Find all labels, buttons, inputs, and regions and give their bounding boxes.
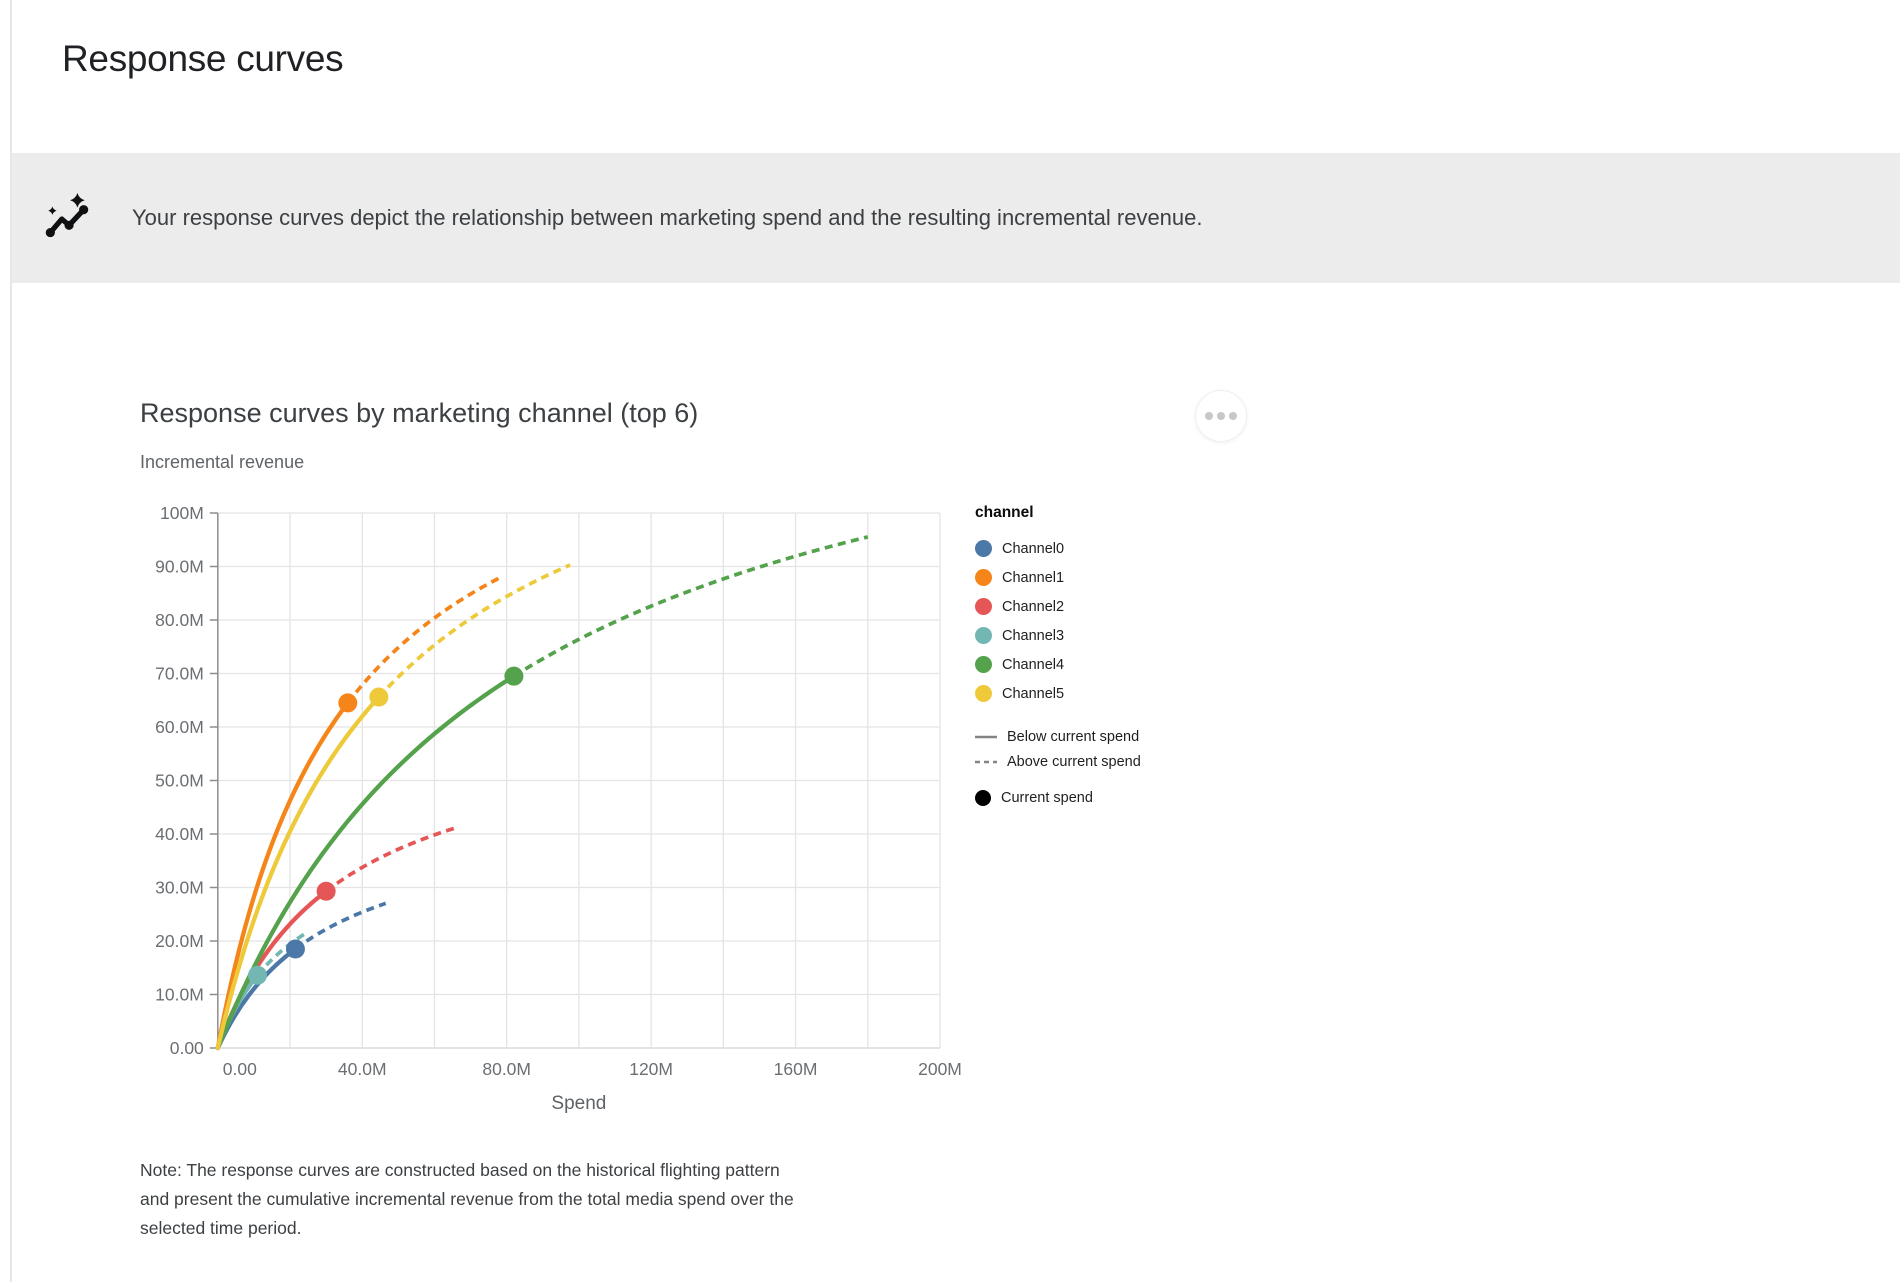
legend-item-label: Channel1 [1002,569,1065,586]
curve-above-channel5 [377,563,571,699]
current-spend-dot-channel0 [285,939,305,959]
legend-item-label: Channel0 [1002,540,1065,557]
curve-below-channel0 [215,946,298,1051]
legend-item-label: Channel3 [1002,627,1065,644]
more-options-icon [1205,412,1237,420]
solid-line-icon [975,735,997,738]
legend-style-item: Current spend [975,783,1141,812]
legend-channel-list: Channel0 Channel1 Channel2 Channel3 Channel4… [975,534,1141,708]
y-tick-label: 40.0M [155,824,204,844]
legend-swatch-icon [975,656,992,673]
y-tick-label: 50.0M [155,771,204,791]
legend-swatch-icon [975,627,992,644]
x-tick-label: 160M [774,1059,818,1079]
legend-item-channel2: Channel2 [975,592,1141,621]
dashed-line-icon [975,760,997,763]
y-tick-label: 30.0M [155,878,204,898]
y-tick-label: 100M [160,503,204,523]
legend-title: channel [975,504,1034,521]
legend-style-label: Current spend [1001,789,1093,806]
current-spend-dot-channel5 [369,687,389,707]
current-spend-dot-channel4 [504,666,524,686]
x-tick-label: 40.0M [338,1059,387,1079]
chart-legend: channel Channel0 Channel1 Channel2 Channel3… [975,504,1141,812]
trend-sparkle-icon [45,193,89,238]
legend-item-channel5: Channel5 [975,679,1141,708]
x-tick-label: 80.0M [482,1059,531,1079]
response-curves-chart: 0.00 10.0M 20.0M 30.0M 40.0M 50.0M 60.0M 70.0M 8… [155,503,962,1114]
y-tick-label: 0.00 [170,1038,204,1058]
current-spend-dot-channel3 [248,965,268,985]
info-banner: Your response curves depict the relation… [12,153,1900,283]
chart-note: Note: The response curves are constructe… [140,1156,794,1243]
legend-swatch-icon [975,569,992,586]
curve-below-channel4 [215,673,517,1051]
legend-style-label: Below current spend [1007,728,1140,745]
curve-above-channel1 [346,574,504,705]
chart-note-line: Note: The response curves are constructe… [140,1160,780,1180]
y-axis-title: Incremental revenue [140,452,305,472]
curve-above-channel4 [512,535,869,678]
x-tick-label: 200M [918,1059,962,1079]
legend-swatch-icon [975,540,992,557]
page-title: Response curves [62,38,344,79]
curve-above-channel3 [256,932,306,977]
legend-item-label: Channel4 [1002,656,1065,673]
legend-swatch-icon [975,685,992,702]
y-tick-label: 80.0M [155,610,204,630]
y-tick-label: 60.0M [155,717,204,737]
banner-text: Your response curves depict the relation… [132,205,1203,230]
current-spend-dot-icon [975,789,991,806]
current-spend-dot-channel1 [338,693,358,713]
page-left-border [10,0,12,1282]
chart-title: Response curves by marketing channel (to… [140,398,699,428]
current-spend-dot-channel2 [316,881,336,901]
legend-item-channel4: Channel4 [975,650,1141,679]
curve-above-channel0 [294,901,387,951]
legend-swatch-icon [975,598,992,615]
y-tick-label: 10.0M [155,985,204,1005]
curve-below-channel5 [215,694,381,1051]
legend-style-label: Above current spend [1007,753,1141,770]
y-tick-label: 70.0M [155,664,204,684]
legend-style-item: Above current spend [975,749,1141,774]
x-tick-label: 0.00 [223,1059,257,1079]
chart-note-line: selected time period. [140,1218,302,1238]
chart-options-button[interactable] [1195,390,1247,442]
legend-item-label: Channel2 [1002,598,1065,615]
y-tick-label: 90.0M [155,557,204,577]
legend-item-channel0: Channel0 [975,534,1141,563]
chart-note-line: and present the cumulative incremental r… [140,1189,794,1209]
curve-below-channel1 [215,700,350,1051]
legend-linestyle-list: Below current spend Above current spend Cu… [975,724,1141,812]
legend-style-item: Below current spend [975,724,1141,749]
y-tick-label: 20.0M [155,931,204,951]
legend-item-label: Channel5 [1002,685,1065,702]
x-tick-label: 120M [629,1059,673,1079]
legend-item-channel1: Channel1 [975,563,1141,592]
curve-above-channel2 [325,825,459,893]
x-axis-title: Spend [551,1093,606,1114]
legend-item-channel3: Channel3 [975,621,1141,650]
